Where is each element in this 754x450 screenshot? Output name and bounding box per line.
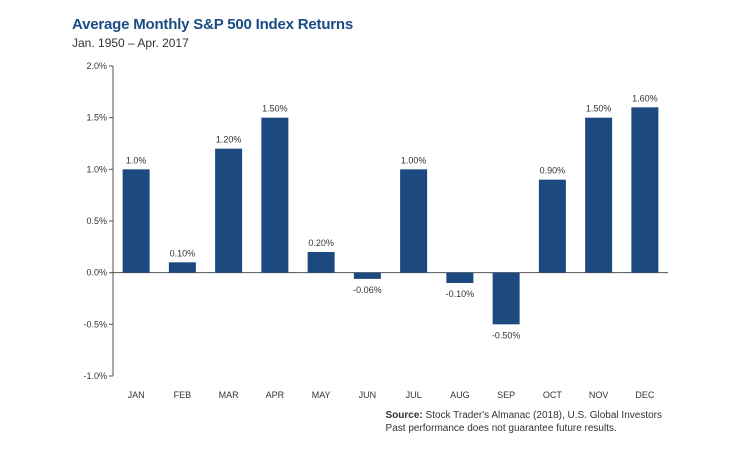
data-label-dec: 1.60% xyxy=(632,93,658,103)
category-label-dec: DEC xyxy=(635,390,655,400)
bar-mar xyxy=(215,148,243,273)
bar-may xyxy=(307,252,335,273)
bar-oct xyxy=(538,179,566,273)
disclaimer-text: Past performance does not guarantee futu… xyxy=(385,423,617,434)
category-label-jun: JUN xyxy=(359,390,377,400)
data-label-nov: 1.50% xyxy=(586,104,612,114)
y-tick-label: 0.5% xyxy=(86,216,107,226)
data-label-oct: 0.90% xyxy=(540,166,566,176)
data-label-mar: 1.20% xyxy=(216,135,242,145)
y-tick-label: 1.5% xyxy=(86,113,107,123)
bar-nov xyxy=(585,117,613,273)
bar-dec xyxy=(631,107,659,273)
category-label-jan: JAN xyxy=(128,390,145,400)
bar-sep xyxy=(492,272,520,325)
category-label-apr: APR xyxy=(266,390,285,400)
data-label-jul: 1.00% xyxy=(401,155,427,165)
data-label-feb: 0.10% xyxy=(170,248,196,258)
category-label-sep: SEP xyxy=(497,390,515,400)
category-label-aug: AUG xyxy=(450,390,470,400)
y-tick-label: 0.0% xyxy=(86,268,107,278)
y-tick-label: 1.0% xyxy=(86,164,107,174)
category-label-nov: NOV xyxy=(589,390,609,400)
category-label-oct: OCT xyxy=(543,390,563,400)
chart-subtitle: Jan. 1950 – Apr. 2017 xyxy=(72,36,189,50)
data-label-aug: -0.10% xyxy=(446,289,475,299)
y-tick-label: 2.0% xyxy=(86,61,107,71)
chart-title: Average Monthly S&P 500 Index Returns xyxy=(72,16,354,33)
data-label-apr: 1.50% xyxy=(262,104,288,114)
data-label-sep: -0.50% xyxy=(492,330,521,340)
bar-feb xyxy=(168,262,196,273)
bar-jan xyxy=(122,169,150,273)
category-label-mar: MAR xyxy=(219,390,240,400)
bar-aug xyxy=(446,272,474,283)
bar-chart: 2.0% 1.5% 1.0% 0.5% 0.0% -0.5% -1.0% 1.0% JAN 0.1… xyxy=(83,61,668,400)
bar-apr xyxy=(261,117,289,273)
y-tick-label: -1.0% xyxy=(83,371,107,381)
data-label-may: 0.20% xyxy=(308,238,334,248)
source-text: Stock Trader's Almanac (2018), U.S. Glob… xyxy=(422,410,662,421)
source-label: Source: xyxy=(385,410,423,421)
category-label-may: MAY xyxy=(312,390,331,400)
category-label-feb: FEB xyxy=(174,390,192,400)
bar-jun xyxy=(353,272,381,279)
bar-jul xyxy=(400,169,428,273)
category-label-jul: JUL xyxy=(406,390,422,400)
source-note: Source: Stock Trader's Almanac (2018), U… xyxy=(386,409,662,435)
y-tick-label: -0.5% xyxy=(83,319,107,329)
data-label-jun: -0.06% xyxy=(353,285,382,295)
data-label-jan: 1.0% xyxy=(126,155,147,165)
